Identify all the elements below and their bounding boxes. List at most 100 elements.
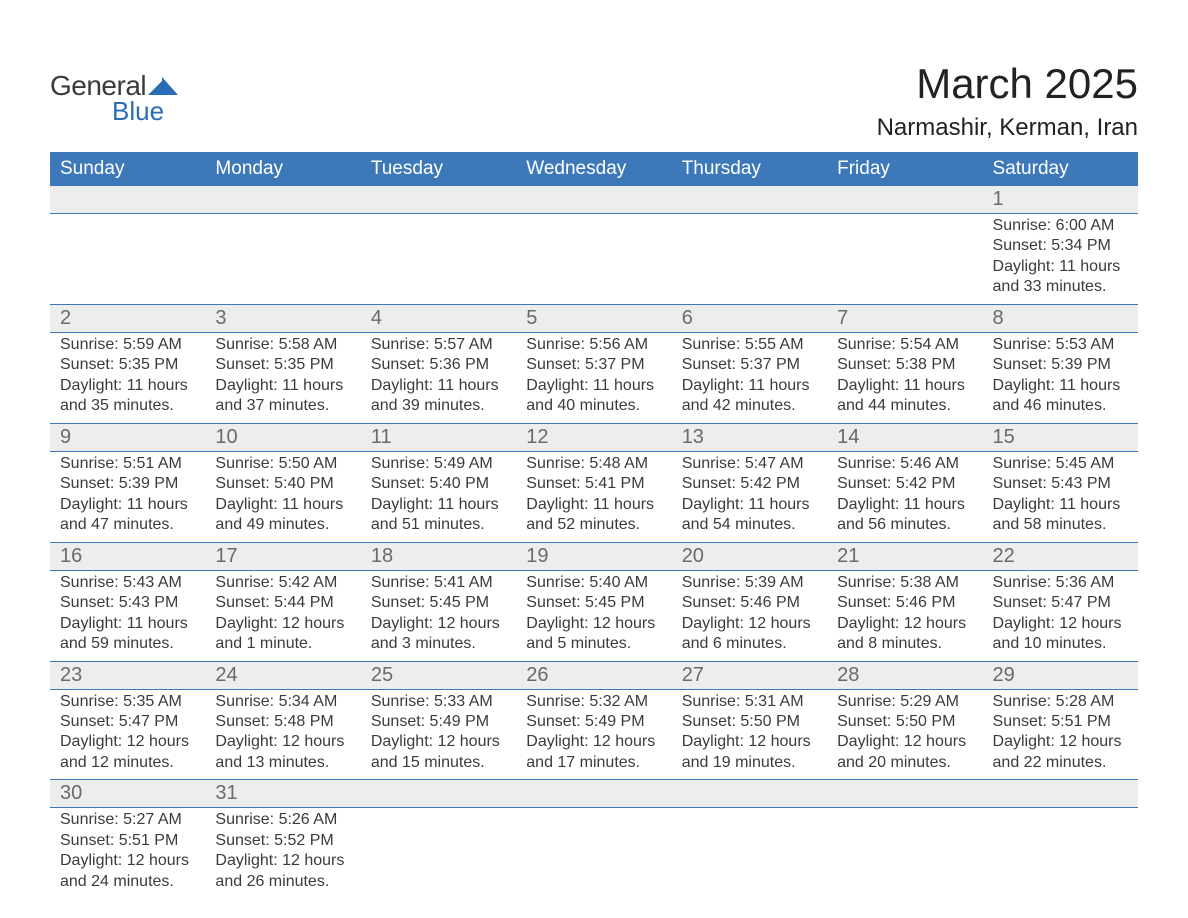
calendar-day-cell: 8: [983, 304, 1138, 332]
calendar-detail-cell: [983, 808, 1138, 898]
day-number: 17: [215, 545, 237, 567]
calendar-day-cell: 27: [672, 661, 827, 689]
calendar-day-cell: 19: [516, 542, 671, 570]
day-number: 23: [60, 664, 82, 686]
calendar-detail-cell: Sunrise: 5:35 AMSunset: 5:47 PMDaylight:…: [50, 689, 205, 780]
day-detail: Sunrise: 5:43 AMSunset: 5:43 PMDaylight:…: [60, 573, 195, 655]
calendar-day-cell: 17: [205, 542, 360, 570]
calendar-day-cell: [827, 186, 982, 214]
calendar-detail-cell: Sunrise: 5:32 AMSunset: 5:49 PMDaylight:…: [516, 689, 671, 780]
calendar-detail-cell: Sunrise: 5:38 AMSunset: 5:46 PMDaylight:…: [827, 570, 982, 661]
calendar-detail-cell: Sunrise: 5:59 AMSunset: 5:35 PMDaylight:…: [50, 332, 205, 423]
calendar-day-cell: 25: [361, 661, 516, 689]
day-header: Sunday: [50, 152, 205, 186]
calendar-detail-cell: Sunrise: 5:48 AMSunset: 5:41 PMDaylight:…: [516, 451, 671, 542]
calendar-daynum-row: 16 17 18 19 20 21 22: [50, 542, 1138, 570]
day-detail: Sunrise: 5:27 AMSunset: 5:51 PMDaylight:…: [60, 810, 195, 892]
calendar-header-row: Sunday Monday Tuesday Wednesday Thursday…: [50, 152, 1138, 186]
calendar-day-cell: [516, 780, 671, 808]
day-detail: Sunrise: 5:58 AMSunset: 5:35 PMDaylight:…: [215, 335, 350, 417]
day-detail: Sunrise: 6:00 AMSunset: 5:34 PMDaylight:…: [993, 216, 1128, 298]
logo-text-blue: Blue: [112, 96, 164, 127]
calendar-detail-row: Sunrise: 5:59 AMSunset: 5:35 PMDaylight:…: [50, 332, 1138, 423]
calendar-day-cell: 15: [983, 423, 1138, 451]
day-number: 6: [682, 307, 693, 329]
day-number: 7: [837, 307, 848, 329]
day-header: Wednesday: [516, 152, 671, 186]
calendar-day-cell: [983, 780, 1138, 808]
day-header: Saturday: [983, 152, 1138, 186]
day-number: 3: [215, 307, 226, 329]
calendar-day-cell: 20: [672, 542, 827, 570]
calendar-table: Sunday Monday Tuesday Wednesday Thursday…: [50, 152, 1138, 898]
calendar-day-cell: [672, 780, 827, 808]
calendar-day-cell: 21: [827, 542, 982, 570]
day-header: Tuesday: [361, 152, 516, 186]
day-detail: Sunrise: 5:29 AMSunset: 5:50 PMDaylight:…: [837, 692, 972, 774]
calendar-detail-cell: Sunrise: 5:39 AMSunset: 5:46 PMDaylight:…: [672, 570, 827, 661]
day-detail: Sunrise: 5:51 AMSunset: 5:39 PMDaylight:…: [60, 454, 195, 536]
calendar-detail-cell: Sunrise: 5:46 AMSunset: 5:42 PMDaylight:…: [827, 451, 982, 542]
day-number: 1: [993, 188, 1004, 210]
day-number: 15: [993, 426, 1015, 448]
day-detail: Sunrise: 5:40 AMSunset: 5:45 PMDaylight:…: [526, 573, 661, 655]
day-header: Friday: [827, 152, 982, 186]
calendar-day-cell: 18: [361, 542, 516, 570]
calendar-detail-cell: Sunrise: 5:57 AMSunset: 5:36 PMDaylight:…: [361, 332, 516, 423]
calendar-detail-cell: [827, 214, 982, 305]
calendar-day-cell: 6: [672, 304, 827, 332]
day-detail: Sunrise: 5:26 AMSunset: 5:52 PMDaylight:…: [215, 810, 350, 892]
day-number: 16: [60, 545, 82, 567]
day-number: 13: [682, 426, 704, 448]
day-detail: Sunrise: 5:45 AMSunset: 5:43 PMDaylight:…: [993, 454, 1128, 536]
calendar-daynum-row: 1: [50, 186, 1138, 214]
day-detail: Sunrise: 5:38 AMSunset: 5:46 PMDaylight:…: [837, 573, 972, 655]
calendar-detail-cell: Sunrise: 5:55 AMSunset: 5:37 PMDaylight:…: [672, 332, 827, 423]
calendar-detail-cell: [672, 808, 827, 898]
day-number: 9: [60, 426, 71, 448]
calendar-day-cell: 2: [50, 304, 205, 332]
calendar-detail-cell: Sunrise: 5:51 AMSunset: 5:39 PMDaylight:…: [50, 451, 205, 542]
day-number: 22: [993, 545, 1015, 567]
calendar-detail-cell: Sunrise: 5:41 AMSunset: 5:45 PMDaylight:…: [361, 570, 516, 661]
calendar-detail-row: Sunrise: 6:00 AMSunset: 5:34 PMDaylight:…: [50, 214, 1138, 305]
calendar-detail-cell: Sunrise: 5:29 AMSunset: 5:50 PMDaylight:…: [827, 689, 982, 780]
calendar-detail-cell: [50, 214, 205, 305]
calendar-day-cell: 30: [50, 780, 205, 808]
day-number: 19: [526, 545, 548, 567]
calendar-detail-cell: Sunrise: 5:42 AMSunset: 5:44 PMDaylight:…: [205, 570, 360, 661]
day-detail: Sunrise: 5:53 AMSunset: 5:39 PMDaylight:…: [993, 335, 1128, 417]
calendar-detail-cell: [672, 214, 827, 305]
calendar-day-cell: [516, 186, 671, 214]
calendar-day-cell: 10: [205, 423, 360, 451]
calendar-day-cell: 16: [50, 542, 205, 570]
day-number: 31: [215, 782, 237, 804]
calendar-detail-cell: Sunrise: 5:31 AMSunset: 5:50 PMDaylight:…: [672, 689, 827, 780]
calendar-detail-cell: Sunrise: 5:50 AMSunset: 5:40 PMDaylight:…: [205, 451, 360, 542]
day-number: 11: [371, 426, 392, 448]
calendar-day-cell: [50, 186, 205, 214]
calendar-detail-cell: [516, 214, 671, 305]
day-detail: Sunrise: 5:41 AMSunset: 5:45 PMDaylight:…: [371, 573, 506, 655]
calendar-detail-cell: Sunrise: 5:53 AMSunset: 5:39 PMDaylight:…: [983, 332, 1138, 423]
calendar-day-cell: 3: [205, 304, 360, 332]
calendar-day-cell: 29: [983, 661, 1138, 689]
day-number: 26: [526, 664, 548, 686]
calendar-detail-cell: Sunrise: 5:43 AMSunset: 5:43 PMDaylight:…: [50, 570, 205, 661]
calendar-detail-cell: Sunrise: 5:47 AMSunset: 5:42 PMDaylight:…: [672, 451, 827, 542]
calendar-day-cell: 14: [827, 423, 982, 451]
calendar-day-cell: [361, 186, 516, 214]
calendar-detail-cell: Sunrise: 5:49 AMSunset: 5:40 PMDaylight:…: [361, 451, 516, 542]
calendar-detail-cell: Sunrise: 5:54 AMSunset: 5:38 PMDaylight:…: [827, 332, 982, 423]
day-detail: Sunrise: 5:49 AMSunset: 5:40 PMDaylight:…: [371, 454, 506, 536]
day-detail: Sunrise: 5:31 AMSunset: 5:50 PMDaylight:…: [682, 692, 817, 774]
day-number: 14: [837, 426, 859, 448]
calendar-detail-cell: Sunrise: 5:28 AMSunset: 5:51 PMDaylight:…: [983, 689, 1138, 780]
calendar-day-cell: 7: [827, 304, 982, 332]
day-number: 20: [682, 545, 704, 567]
calendar-detail-cell: Sunrise: 5:36 AMSunset: 5:47 PMDaylight:…: [983, 570, 1138, 661]
day-number: 5: [526, 307, 537, 329]
calendar-daynum-row: 30 31: [50, 780, 1138, 808]
calendar-day-cell: 1: [983, 186, 1138, 214]
day-detail: Sunrise: 5:32 AMSunset: 5:49 PMDaylight:…: [526, 692, 661, 774]
